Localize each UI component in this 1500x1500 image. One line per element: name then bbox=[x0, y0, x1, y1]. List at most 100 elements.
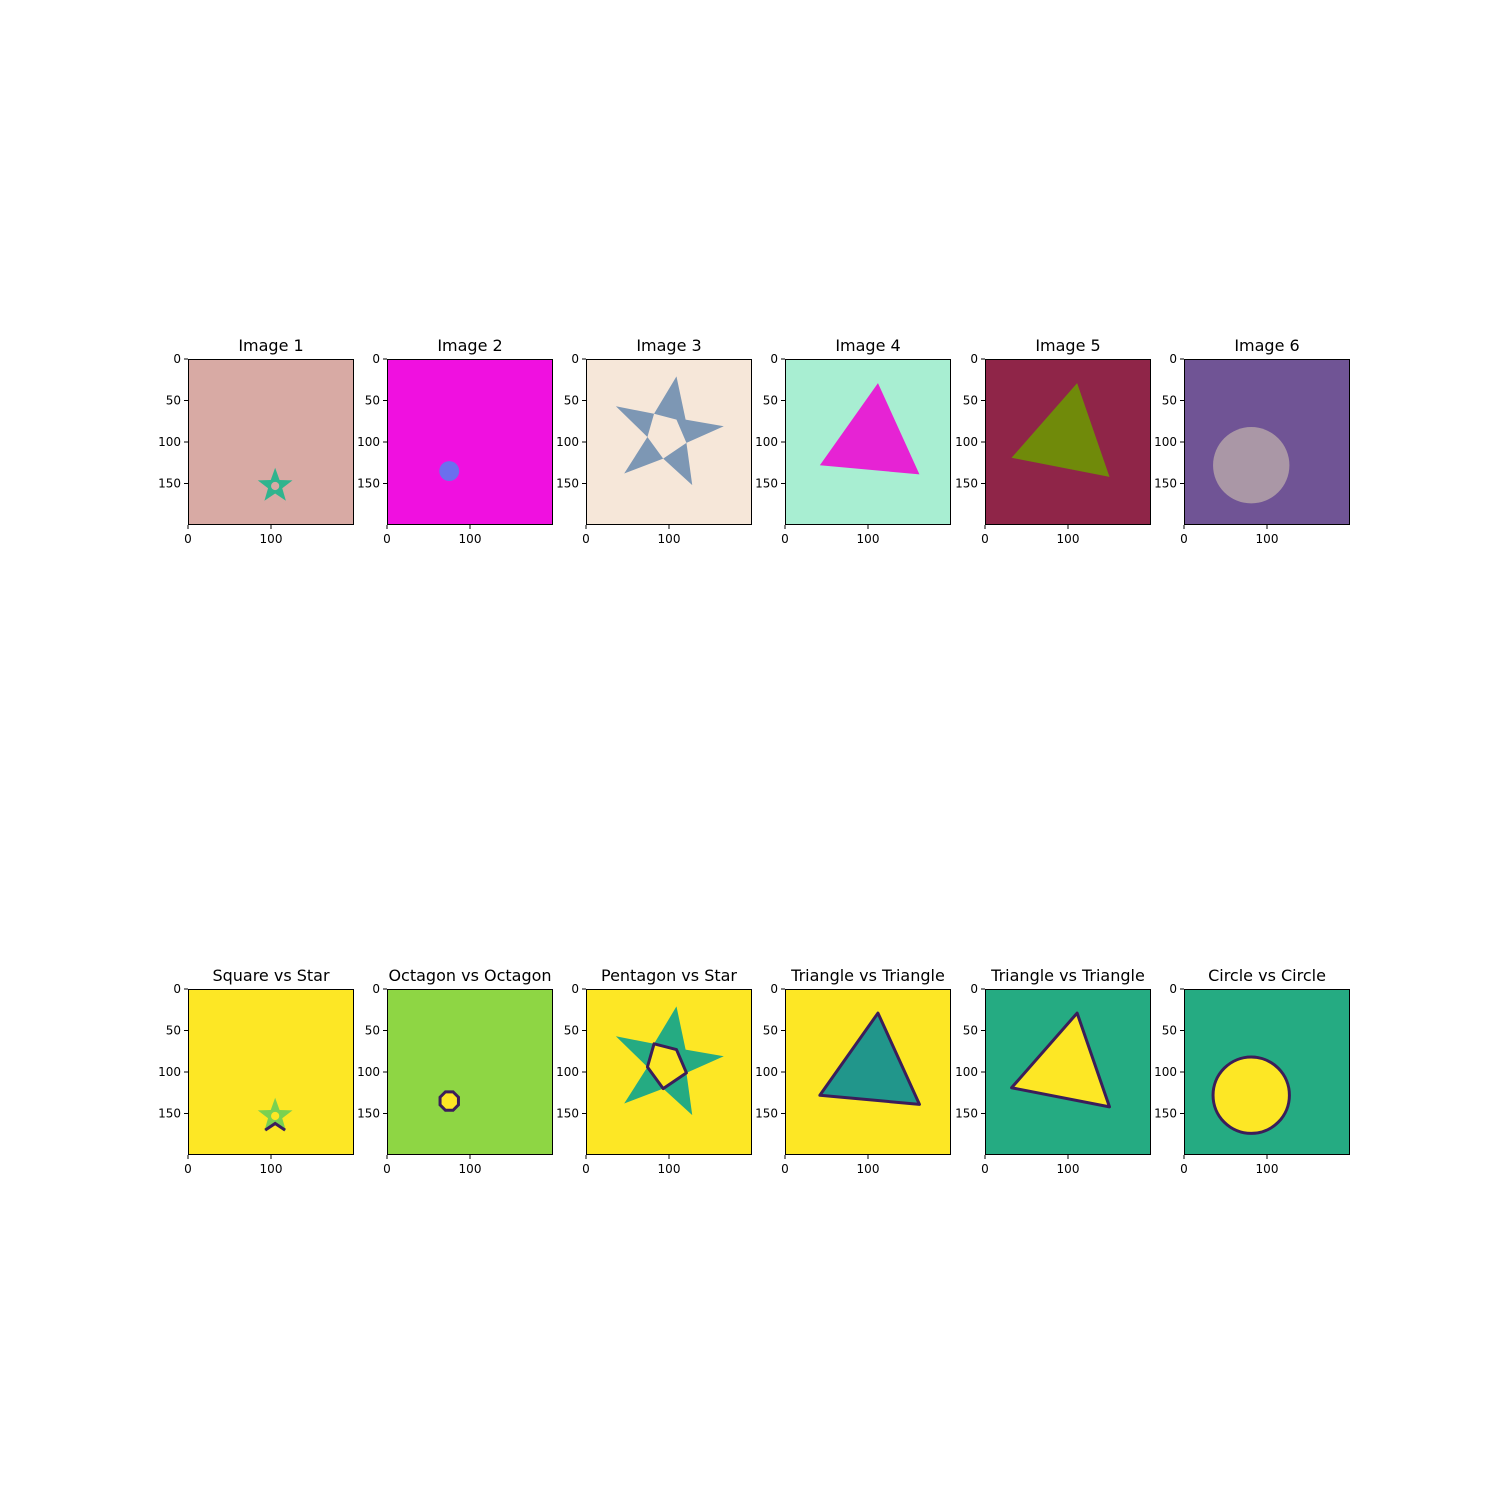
axes-frame bbox=[586, 989, 752, 1155]
y-tick-label: 0 bbox=[173, 982, 181, 996]
y-tick-label: 50 bbox=[564, 1024, 579, 1038]
x-tick-label: 0 bbox=[383, 532, 391, 546]
circle-shape bbox=[439, 461, 460, 482]
octagon-shape bbox=[438, 1090, 460, 1112]
y-tick-label: 150 bbox=[955, 1107, 978, 1121]
y-tick-label: 50 bbox=[963, 394, 978, 408]
y-tick-label: 100 bbox=[755, 435, 778, 449]
panel-12: Circle vs Circle 0 100 0 50 100 150 bbox=[1154, 966, 1350, 1176]
axes-frame bbox=[1184, 359, 1350, 525]
y-tick-label: 100 bbox=[556, 435, 579, 449]
panel-title: Pentagon vs Star bbox=[601, 966, 737, 985]
y-tick-label: 0 bbox=[1169, 352, 1177, 366]
image-background bbox=[387, 359, 553, 525]
circle-shape bbox=[1211, 1055, 1291, 1135]
panel-title: Image 6 bbox=[1234, 336, 1299, 355]
axes-frame bbox=[985, 989, 1151, 1155]
y-tick-label: 150 bbox=[158, 1107, 181, 1121]
y-tick-label: 0 bbox=[970, 352, 978, 366]
y-tick-label: 50 bbox=[763, 394, 778, 408]
y-tick-label: 50 bbox=[1162, 1024, 1177, 1038]
shape-layer bbox=[439, 461, 460, 482]
shape-layer bbox=[1011, 383, 1110, 477]
shape-layer bbox=[438, 1090, 460, 1112]
axes-frame bbox=[387, 359, 553, 525]
y-tick-label: 150 bbox=[357, 1107, 380, 1121]
triangle-shape bbox=[819, 383, 920, 475]
y-tick-label: 150 bbox=[1154, 477, 1177, 491]
y-tick-label: 100 bbox=[158, 435, 181, 449]
square-outline-fragment bbox=[264, 1121, 286, 1132]
x-tick-label: 100 bbox=[1256, 532, 1279, 546]
panel-title: Image 1 bbox=[238, 336, 303, 355]
panel-title: Circle vs Circle bbox=[1208, 966, 1326, 985]
axes-frame bbox=[785, 359, 951, 525]
panel-5: Image 5 0 100 0 50 100 150 bbox=[955, 336, 1151, 546]
panel-8: Octagon vs Octagon 0 100 0 50 100 150 bbox=[357, 966, 553, 1176]
y-tick-label: 100 bbox=[556, 1065, 579, 1079]
x-tick-label: 100 bbox=[857, 1162, 880, 1176]
x-tick-label: 100 bbox=[658, 1162, 681, 1176]
y-tick-label: 50 bbox=[166, 394, 181, 408]
x-tick-label: 100 bbox=[459, 1162, 482, 1176]
axes-frame bbox=[188, 359, 354, 525]
image-background bbox=[387, 989, 553, 1155]
y-tick-label: 150 bbox=[955, 477, 978, 491]
y-tick-label: 0 bbox=[173, 352, 181, 366]
x-tick-label: 0 bbox=[184, 1162, 192, 1176]
y-tick-label: 0 bbox=[372, 982, 380, 996]
y-tick-label: 100 bbox=[357, 1065, 380, 1079]
y-tick-label: 150 bbox=[1154, 1107, 1177, 1121]
triangle-shape bbox=[818, 1011, 921, 1106]
y-tick-label: 0 bbox=[970, 982, 978, 996]
x-tick-label: 100 bbox=[260, 1162, 283, 1176]
y-tick-label: 150 bbox=[755, 477, 778, 491]
panel-10: Triangle vs Triangle 0 100 0 50 100 150 bbox=[755, 966, 951, 1176]
image-background bbox=[188, 359, 354, 525]
y-tick-label: 50 bbox=[365, 394, 380, 408]
x-tick-label: 0 bbox=[582, 532, 590, 546]
shape-layer bbox=[1211, 1055, 1291, 1135]
panel-6: Image 6 0 100 0 50 100 150 bbox=[1154, 336, 1350, 546]
y-tick-label: 0 bbox=[1169, 982, 1177, 996]
star-center bbox=[647, 413, 687, 459]
shape-layer bbox=[257, 1097, 293, 1132]
triangle-shape bbox=[1011, 383, 1110, 477]
panel-title: Image 2 bbox=[437, 336, 502, 355]
shape-layer bbox=[1213, 427, 1290, 504]
y-tick-label: 0 bbox=[571, 982, 579, 996]
panel-title: Triangle vs Triangle bbox=[990, 966, 1145, 985]
x-tick-label: 100 bbox=[857, 532, 880, 546]
axes-frame bbox=[785, 989, 951, 1155]
image-background bbox=[188, 989, 354, 1155]
y-tick-label: 50 bbox=[166, 1024, 181, 1038]
panel-title: Square vs Star bbox=[212, 966, 330, 985]
y-tick-label: 150 bbox=[556, 477, 579, 491]
y-tick-label: 0 bbox=[372, 352, 380, 366]
y-tick-label: 100 bbox=[955, 435, 978, 449]
x-tick-label: 0 bbox=[981, 1162, 989, 1176]
y-tick-label: 0 bbox=[571, 352, 579, 366]
y-tick-label: 50 bbox=[963, 1024, 978, 1038]
x-tick-label: 0 bbox=[184, 532, 192, 546]
axes-frame bbox=[985, 359, 1151, 525]
y-tick-label: 50 bbox=[365, 1024, 380, 1038]
y-tick-label: 150 bbox=[755, 1107, 778, 1121]
x-tick-label: 0 bbox=[1180, 1162, 1188, 1176]
panel-title: Image 3 bbox=[636, 336, 701, 355]
panel-9: Pentagon vs Star 0 100 0 50 100 150 bbox=[556, 966, 752, 1176]
x-tick-label: 0 bbox=[383, 1162, 391, 1176]
star-center bbox=[271, 481, 280, 491]
shape-layer bbox=[257, 467, 293, 501]
x-tick-label: 100 bbox=[1256, 1162, 1279, 1176]
x-tick-label: 0 bbox=[781, 532, 789, 546]
shape-layer bbox=[1010, 1011, 1111, 1109]
panel-1: Image 1 0 100 0 50 100 150 bbox=[158, 336, 354, 546]
shape-layer bbox=[819, 383, 920, 475]
y-tick-label: 100 bbox=[955, 1065, 978, 1079]
y-tick-label: 100 bbox=[357, 435, 380, 449]
y-tick-label: 150 bbox=[357, 477, 380, 491]
shape-layer bbox=[818, 1011, 921, 1106]
y-tick-label: 150 bbox=[556, 1107, 579, 1121]
